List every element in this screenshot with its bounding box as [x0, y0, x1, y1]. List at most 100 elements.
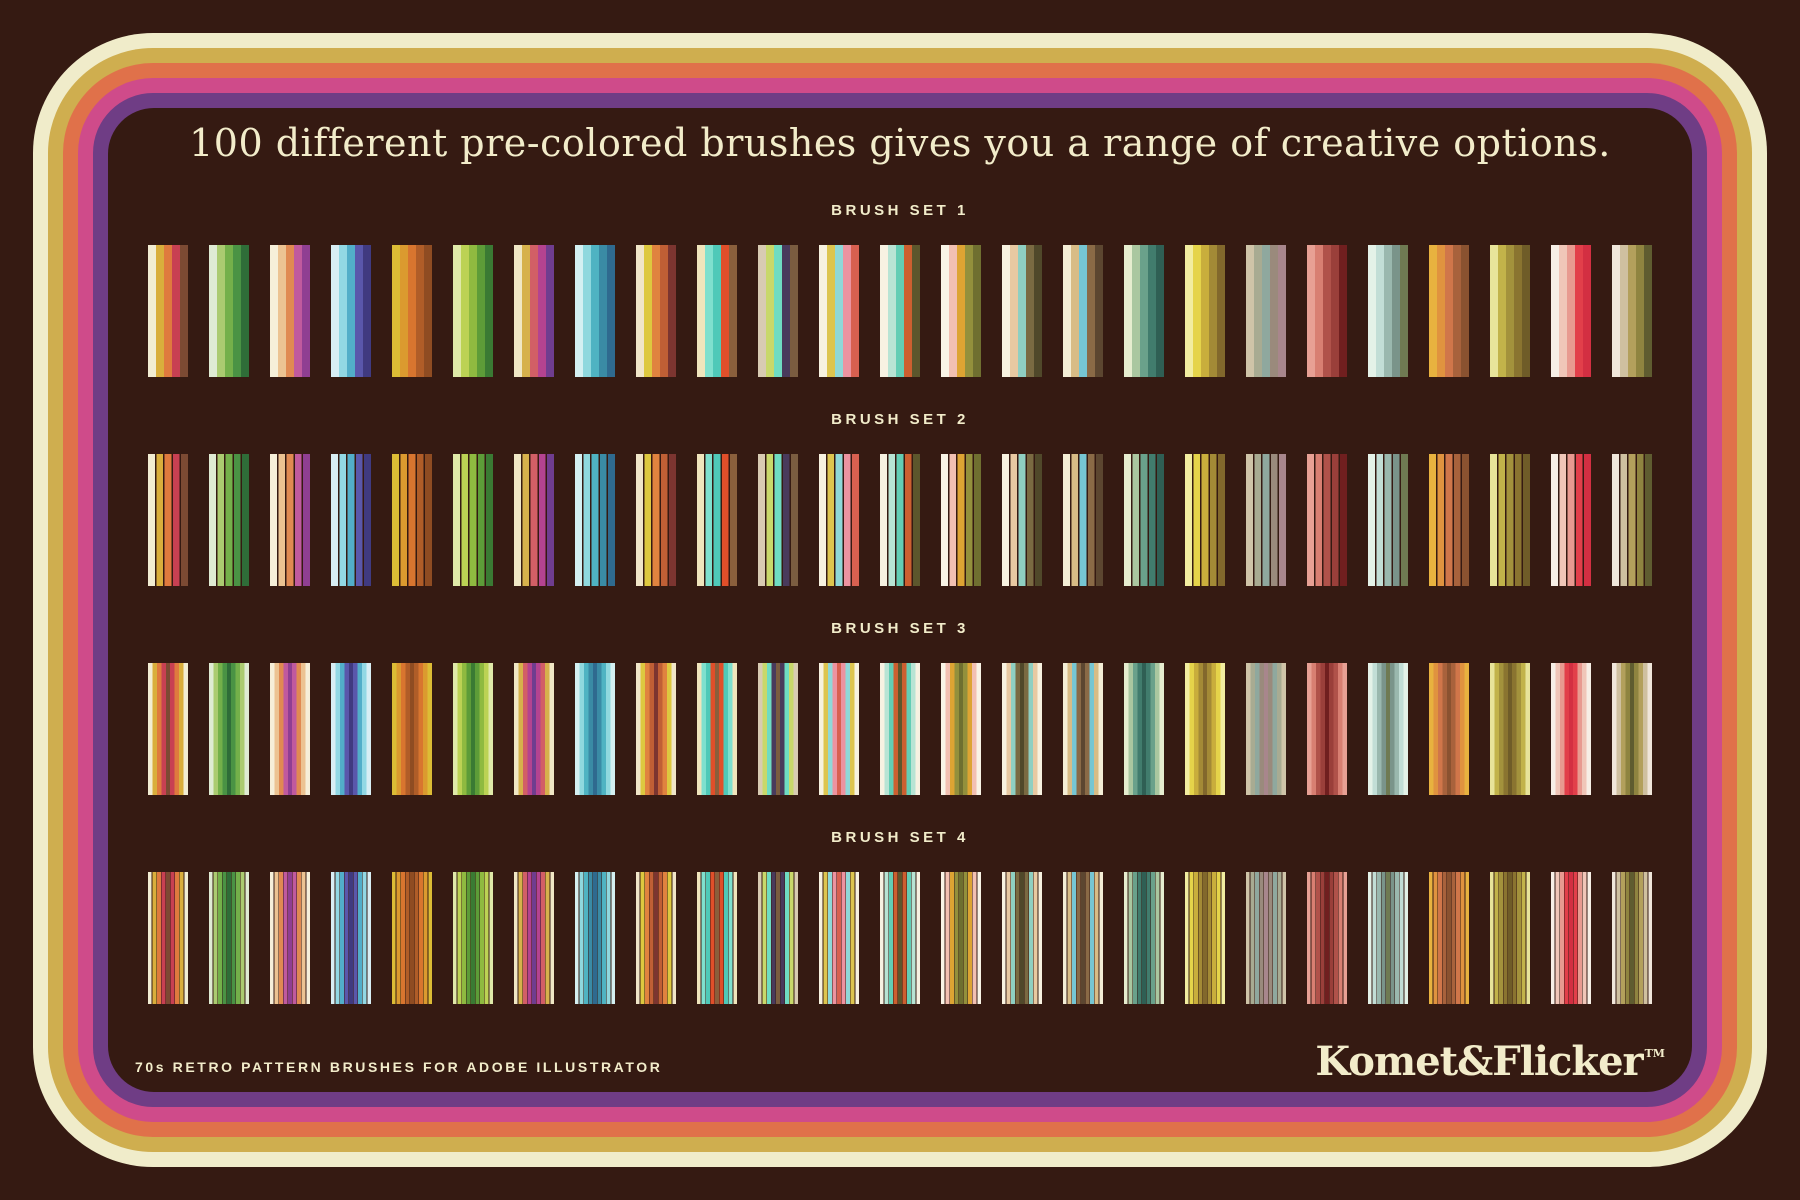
brush-swatch-set2-15	[1002, 453, 1042, 586]
poster-footer: 70s RETRO PATTERN BRUSHES FOR ADOBE ILLU…	[108, 1042, 1692, 1092]
brush-swatch-set1-14	[941, 244, 981, 377]
brush-swatch-set4-6	[453, 871, 493, 1004]
border-ring-orange: 100 different pre-colored brushes gives …	[63, 63, 1737, 1137]
brush-swatch-set4-5	[392, 871, 432, 1004]
brush-swatch-set2-5	[392, 453, 432, 586]
brush-swatch-set3-14	[941, 662, 981, 795]
brush-swatch-set3-24	[1551, 662, 1591, 795]
brush-swatch-set4-22	[1429, 871, 1469, 1004]
brush-swatch-set1-5	[392, 244, 432, 377]
brush-swatch-set1-11	[758, 244, 798, 377]
brush-swatch-set2-13	[880, 453, 920, 586]
brush-swatch-set1-4	[331, 244, 371, 377]
brush-swatch-set2-16	[1063, 453, 1103, 586]
brand-name: Komet&Flicker	[1315, 1038, 1643, 1085]
brush-swatch-set1-19	[1246, 244, 1286, 377]
brush-swatch-set1-9	[636, 244, 676, 377]
brush-swatch-set4-4	[331, 871, 371, 1004]
brush-swatch-set3-11	[758, 662, 798, 795]
brush-swatch-set3-13	[880, 662, 920, 795]
brush-swatch-set4-21	[1368, 871, 1408, 1004]
brush-swatch-set2-1	[148, 453, 188, 586]
brush-swatch-set1-7	[514, 244, 554, 377]
brush-set-1-row	[148, 244, 1652, 377]
brush-swatch-set4-23	[1490, 871, 1530, 1004]
brush-swatch-set1-10	[697, 244, 737, 377]
brush-set-section-3: BRUSH SET 3	[108, 586, 1692, 795]
brush-swatch-set4-10	[697, 871, 737, 1004]
brush-swatch-set4-25	[1612, 871, 1652, 1004]
brush-swatch-set4-7	[514, 871, 554, 1004]
brush-swatch-set2-23	[1490, 453, 1530, 586]
brush-swatch-set3-7	[514, 662, 554, 795]
brush-swatch-set1-17	[1124, 244, 1164, 377]
brush-set-section-2: BRUSH SET 2	[108, 377, 1692, 586]
poster-title: 100 different pre-colored brushes gives …	[189, 121, 1611, 165]
brush-swatch-set1-6	[453, 244, 493, 377]
brush-swatch-set2-3	[270, 453, 310, 586]
brush-swatch-set4-12	[819, 871, 859, 1004]
brush-swatch-set4-14	[941, 871, 981, 1004]
brush-swatch-set2-4	[331, 453, 371, 586]
brush-swatch-set1-21	[1368, 244, 1408, 377]
brush-swatch-set2-2	[209, 453, 249, 586]
brush-swatch-set3-4	[331, 662, 371, 795]
brush-swatch-set3-3	[270, 662, 310, 795]
brush-swatch-set2-22	[1429, 453, 1469, 586]
brush-swatch-set4-24	[1551, 871, 1591, 1004]
brush-swatch-set3-18	[1185, 662, 1225, 795]
brush-swatch-set2-24	[1551, 453, 1591, 586]
footer-note: 70s RETRO PATTERN BRUSHES FOR ADOBE ILLU…	[135, 1059, 663, 1075]
border-ring-cream: 100 different pre-colored brushes gives …	[33, 33, 1767, 1167]
brush-swatch-set4-13	[880, 871, 920, 1004]
brush-swatch-set2-8	[575, 453, 615, 586]
brush-swatch-set1-25	[1612, 244, 1652, 377]
brush-swatch-set2-18	[1185, 453, 1225, 586]
brush-set-section-1: BRUSH SET 1	[108, 168, 1692, 377]
brush-swatch-set4-15	[1002, 871, 1042, 1004]
brush-set-section-4: BRUSH SET 4	[108, 795, 1692, 1004]
brush-swatch-set1-20	[1307, 244, 1347, 377]
brush-swatch-set3-17	[1124, 662, 1164, 795]
brush-swatch-set1-22	[1429, 244, 1469, 377]
brush-swatch-set1-3	[270, 244, 310, 377]
brush-swatch-set1-2	[209, 244, 249, 377]
brush-swatch-set4-18	[1185, 871, 1225, 1004]
brush-swatch-set2-17	[1124, 453, 1164, 586]
poster-panel: 100 different pre-colored brushes gives …	[108, 108, 1692, 1092]
brush-swatch-set3-20	[1307, 662, 1347, 795]
brush-swatch-set3-5	[392, 662, 432, 795]
brush-swatch-set3-2	[209, 662, 249, 795]
brush-set-1-label: BRUSH SET 1	[831, 201, 969, 219]
brush-swatch-set3-25	[1612, 662, 1652, 795]
brush-swatch-set1-18	[1185, 244, 1225, 377]
brush-set-4-label: BRUSH SET 4	[831, 828, 969, 846]
brush-swatch-set3-8	[575, 662, 615, 795]
brush-swatch-set4-11	[758, 871, 798, 1004]
brush-swatch-set3-10	[697, 662, 737, 795]
brush-swatch-set2-21	[1368, 453, 1408, 586]
brush-swatch-set4-1	[148, 871, 188, 1004]
brush-set-4-row	[148, 871, 1652, 1004]
brush-swatch-set3-1	[148, 662, 188, 795]
brush-swatch-set3-16	[1063, 662, 1103, 795]
brush-swatch-set2-25	[1612, 453, 1652, 586]
brush-swatch-set1-13	[880, 244, 920, 377]
brush-swatch-set1-1	[148, 244, 188, 377]
border-ring-gold: 100 different pre-colored brushes gives …	[48, 48, 1752, 1152]
brush-swatch-set4-2	[209, 871, 249, 1004]
brush-swatch-set2-14	[941, 453, 981, 586]
brush-set-3-row	[148, 662, 1652, 795]
brush-swatch-set1-23	[1490, 244, 1530, 377]
trademark-symbol: TM	[1644, 1047, 1665, 1060]
brush-swatch-set3-15	[1002, 662, 1042, 795]
brush-set-2-row	[148, 453, 1652, 586]
brush-swatch-set3-12	[819, 662, 859, 795]
brush-set-3-label: BRUSH SET 3	[831, 619, 969, 637]
brush-swatch-set1-16	[1063, 244, 1103, 377]
brush-swatch-set3-21	[1368, 662, 1408, 795]
brush-swatch-set3-23	[1490, 662, 1530, 795]
brush-swatch-set2-19	[1246, 453, 1286, 586]
brand-logo: Komet&Flicker TM	[1315, 1042, 1665, 1082]
